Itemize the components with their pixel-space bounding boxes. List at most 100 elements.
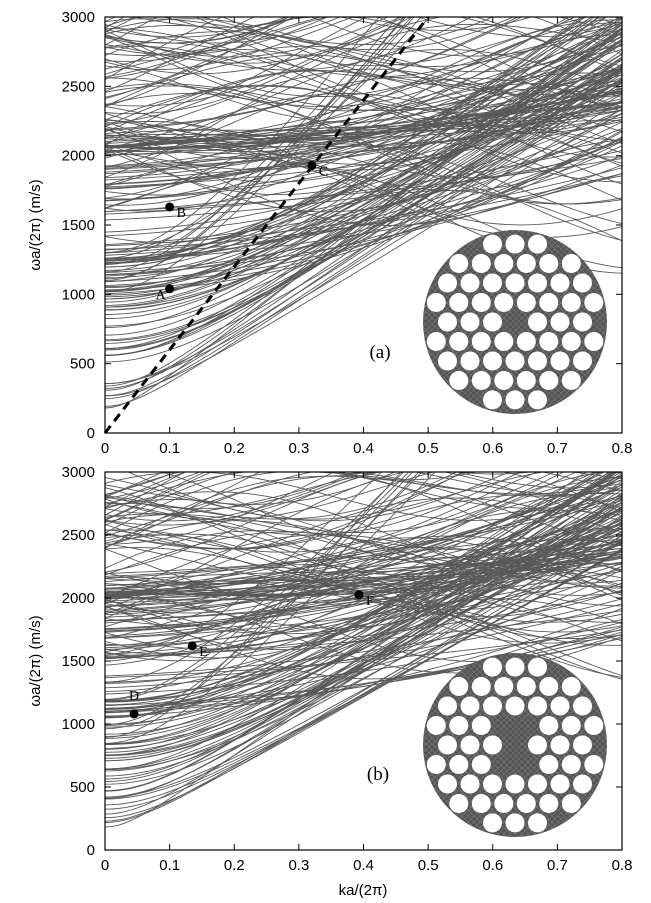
band-curve: [105, 569, 622, 710]
air-hole: [494, 677, 514, 696]
air-hole: [528, 813, 547, 833]
band-curve: [105, 17, 125, 29]
air-hole: [483, 390, 502, 410]
air-hole: [449, 332, 469, 351]
air-hole: [460, 774, 480, 794]
air-hole: [528, 735, 547, 755]
air-hole: [516, 254, 536, 273]
band-curve: [105, 155, 622, 256]
band-curve: [105, 141, 622, 206]
y-tick-label: 0: [87, 425, 95, 442]
panel-a: 0 0.1 0.2 0.3 0.4 0.5 0.6 0.7 0.8 0 500 1000 1500 20…: [27, 0, 632, 457]
band-curve: [105, 548, 622, 592]
y-tick-label: 500: [70, 356, 95, 373]
air-hole: [528, 696, 547, 716]
band-curve: [105, 84, 622, 183]
air-hole: [573, 735, 592, 755]
band-curve: [105, 523, 622, 590]
band-curve: [105, 113, 622, 254]
point-label-A: A: [156, 288, 167, 303]
air-hole: [471, 254, 491, 273]
band-curve: [105, 17, 295, 107]
band-curve: [105, 17, 288, 38]
band-curve: [105, 128, 622, 179]
band-curve: [105, 472, 622, 521]
band-curve: [105, 603, 622, 683]
band-curve: [105, 17, 399, 259]
band-curve: [105, 45, 622, 109]
band-curve: [105, 17, 255, 93]
air-hole: [539, 332, 559, 351]
band-curve: [105, 472, 335, 545]
x-tick-label: 0.2: [224, 857, 245, 874]
x-tick-label: 0: [101, 857, 109, 874]
band-curve: [105, 535, 622, 771]
air-hole: [483, 774, 502, 794]
air-hole: [449, 293, 469, 312]
air-hole: [516, 332, 536, 351]
x-tick-label: 0.6: [482, 440, 503, 457]
band-curve: [105, 534, 622, 599]
band-curve: [105, 121, 622, 262]
band-curve: [105, 143, 622, 225]
air-hole: [550, 774, 570, 794]
band-curve: [105, 472, 622, 527]
band-curve: [105, 472, 458, 520]
band-curve: [105, 70, 622, 146]
band-curve: [105, 17, 329, 56]
x-tick-label: 0.8: [612, 857, 633, 874]
band-curve: [105, 17, 380, 253]
air-hole: [573, 696, 592, 716]
air-hole: [460, 696, 480, 716]
air-hole: [471, 332, 491, 351]
panel-a-inset-fiber: [423, 230, 607, 414]
band-curve: [105, 472, 622, 521]
air-hole: [516, 371, 536, 390]
band-curve: [105, 0, 622, 7]
band-curve: [105, 626, 622, 714]
band-curve: [105, 549, 622, 806]
y-tick-label: 500: [70, 779, 95, 796]
air-hole: [494, 254, 514, 273]
point-F: [354, 590, 364, 600]
panel-a-label: (a): [369, 342, 390, 363]
band-curve: [105, 535, 622, 624]
air-hole: [483, 273, 502, 293]
band-curve: [105, 112, 622, 277]
air-hole: [438, 735, 457, 755]
band-curve: [105, 472, 261, 548]
y-tick-label: 2500: [62, 78, 95, 95]
band-curve: [105, 38, 622, 308]
band-curve: [105, 497, 622, 590]
air-hole: [584, 716, 604, 735]
band-curve: [105, 85, 622, 407]
air-hole: [483, 657, 502, 677]
panel-a-ticks: [104, 16, 623, 434]
air-hole: [528, 390, 547, 410]
y-tick-label: 0: [87, 842, 95, 859]
band-curve: [221, 17, 622, 86]
band-curve: [105, 506, 622, 770]
air-hole: [516, 293, 536, 312]
panel-a-curves: [105, 0, 622, 409]
band-curve: [105, 138, 622, 241]
panel-b-x-tick-labels: 0 0.1 0.2 0.3 0.4 0.5 0.6 0.7 0.8: [101, 857, 633, 874]
band-curve: [105, 472, 436, 744]
band-curve: [105, 472, 467, 550]
air-hole: [471, 677, 491, 696]
x-tick-label: 0.3: [288, 440, 309, 457]
air-hole: [561, 794, 581, 813]
band-curve: [105, 98, 622, 145]
air-hole: [505, 234, 525, 254]
band-curve: [105, 37, 622, 123]
band-curve: [105, 524, 622, 575]
air-hole: [483, 696, 502, 716]
band-curve: [105, 54, 622, 164]
air-hole: [449, 716, 469, 735]
point-C: [307, 160, 317, 170]
air-hole: [573, 312, 592, 332]
band-curve: [105, 0, 622, 2]
band-curve: [105, 472, 396, 505]
band-curve: [127, 472, 546, 520]
